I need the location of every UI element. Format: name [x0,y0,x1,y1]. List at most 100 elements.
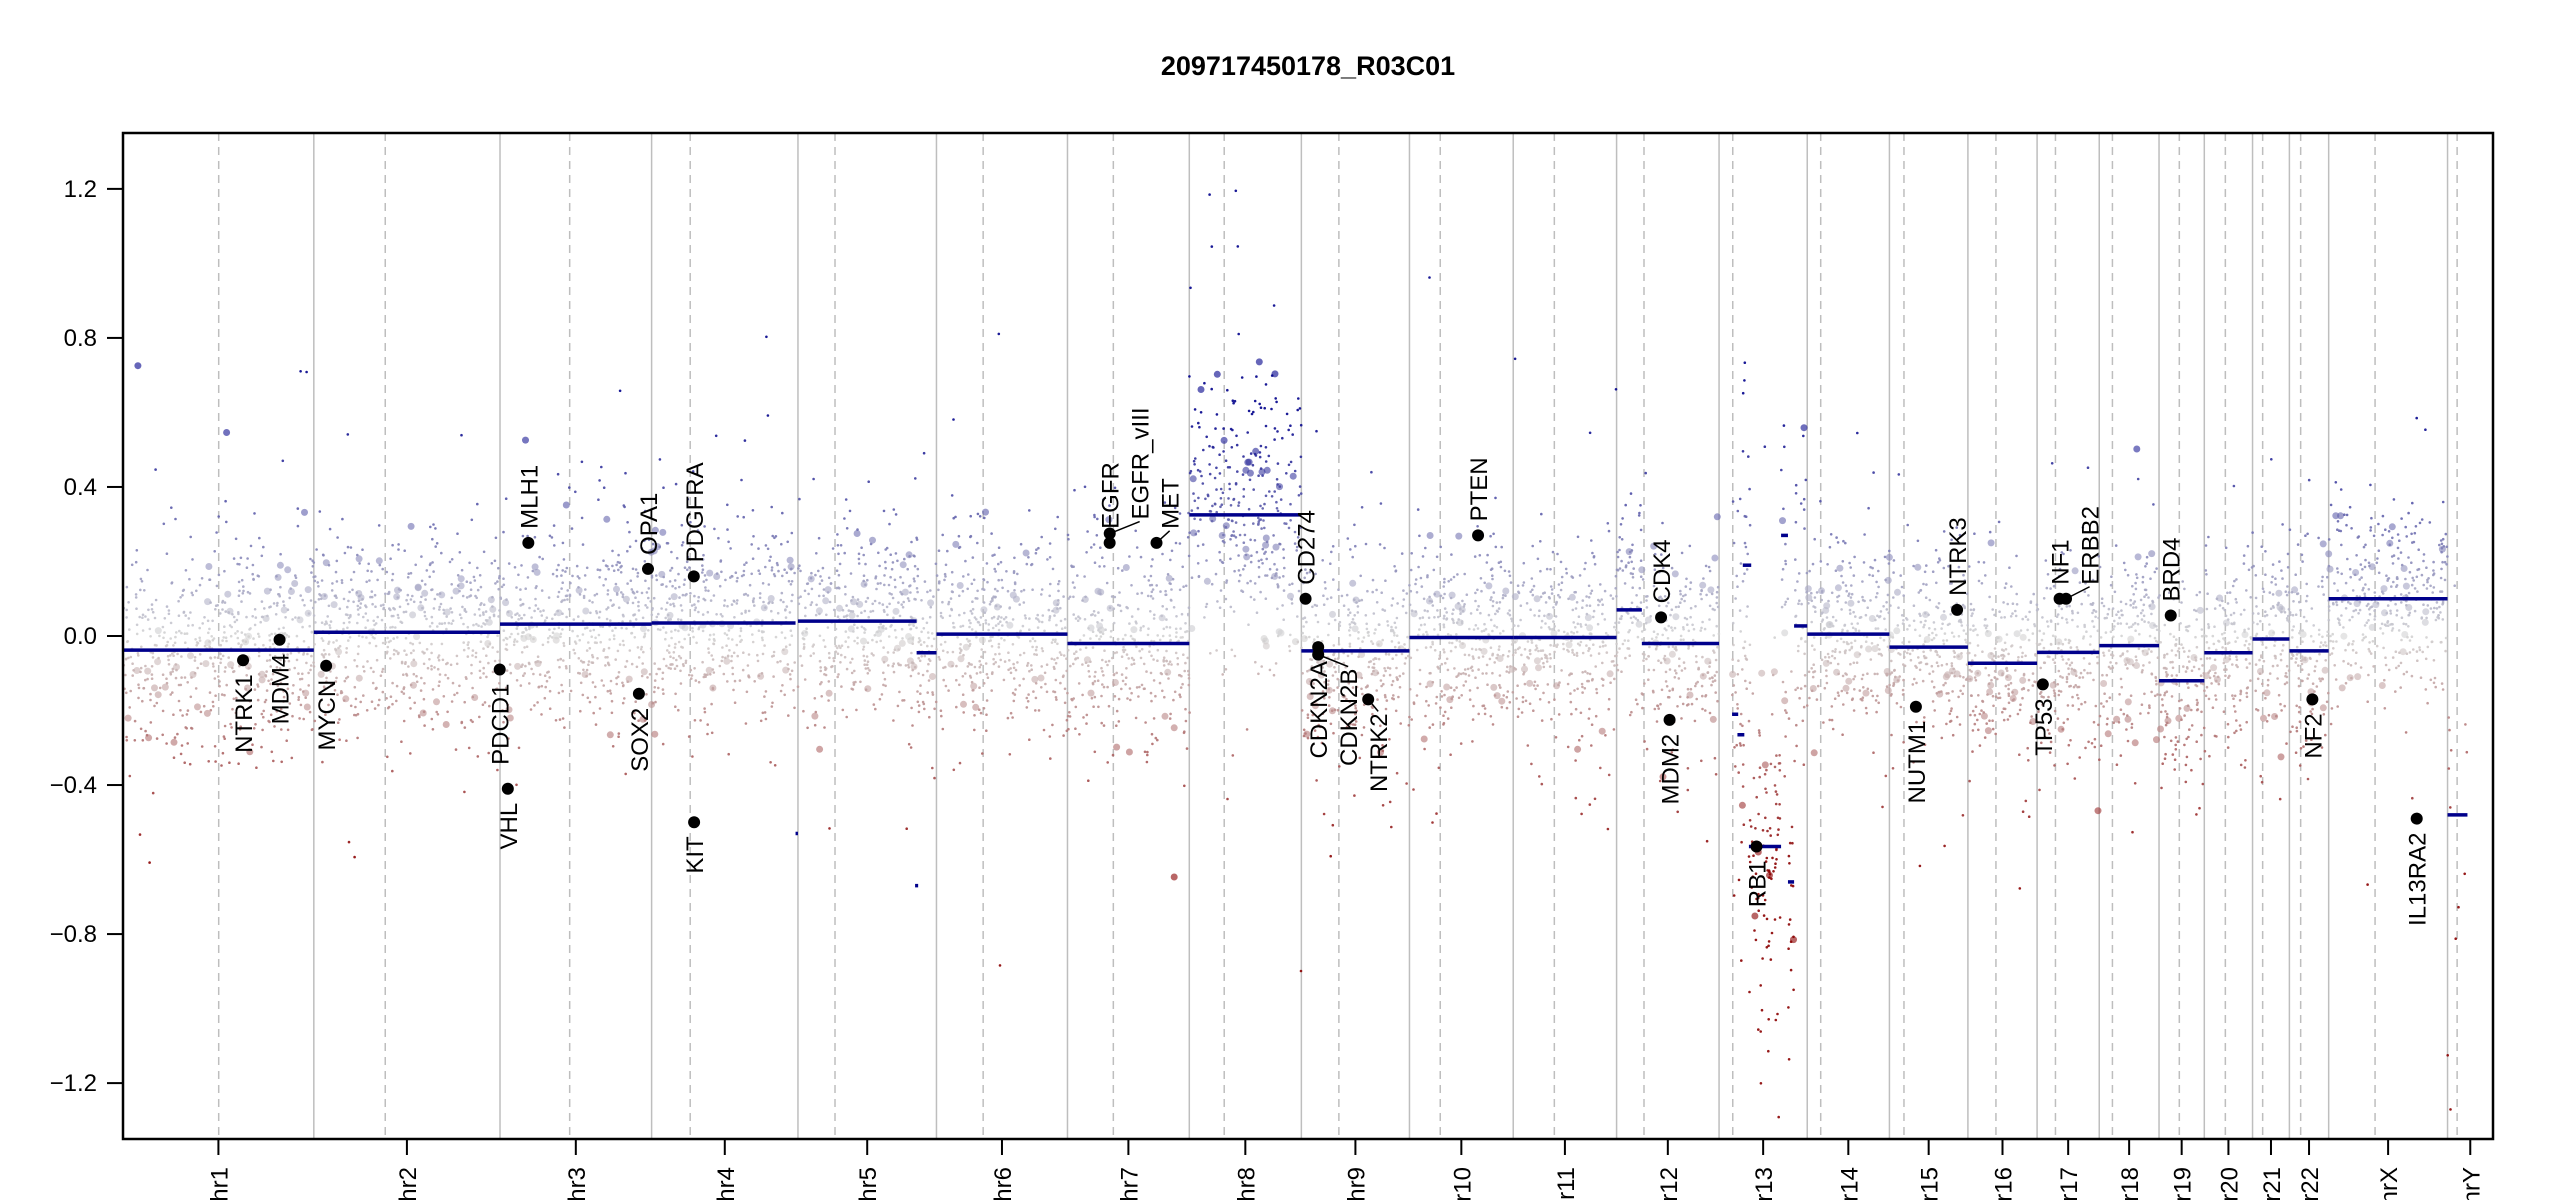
probe-point [1497,607,1501,610]
probe-point [1628,550,1632,554]
probe-point [180,676,183,679]
probe-point [412,649,415,652]
probe-point [1402,672,1405,675]
probe-point [689,668,693,672]
probe-point [334,570,338,574]
probe-point [944,575,947,578]
probe-point [1624,503,1627,507]
probe-point [273,655,277,658]
probe-point [1423,747,1426,751]
probe-point [1123,648,1127,652]
probe-point [680,609,684,612]
probe-point [1477,604,1480,608]
probe-point [1268,567,1272,571]
probe-point [234,632,237,635]
probe-point [404,610,408,614]
probe-point [271,672,275,676]
probe-point [1373,632,1376,635]
probe-point [1461,642,1464,645]
probe-point [374,605,377,608]
probe-point [602,684,605,687]
probe-point [1002,678,1006,682]
probe-point [1381,638,1384,642]
probe-point [372,670,375,674]
probe-point [685,560,689,564]
probe-point [1168,582,1171,585]
probe-point [822,639,825,642]
probe-point [1263,406,1266,410]
probe-point [1169,598,1173,602]
probe-point [1557,713,1561,716]
probe-point [1667,592,1671,596]
probe-point [926,644,929,648]
probe-point [248,699,252,703]
probe-point [180,744,184,747]
probe-point [1014,668,1018,672]
probe-point [943,572,947,576]
probe-point [779,689,783,693]
probe-point [1394,626,1398,629]
probe-point [715,572,719,575]
probe-point [1111,753,1115,757]
probe-point [1576,642,1580,646]
probe-point [408,696,412,700]
probe-point [1516,647,1520,651]
probe-point [553,627,556,631]
probe-point [506,610,510,614]
probe-point [739,627,743,630]
probe-point [1170,588,1173,591]
probe-point [671,663,674,666]
probe-point [871,602,874,606]
probe-point [670,550,673,554]
probe-point [1568,673,1571,677]
probe-point [525,628,528,632]
probe-point [1198,425,1201,429]
probe-point [1506,612,1510,615]
probe-point [812,643,815,646]
probe-point [1384,579,1387,582]
probe-point [1580,734,1584,738]
probe-point [823,666,827,669]
probe-point [1524,699,1528,703]
probe-point [1479,577,1483,580]
probe-point [679,682,683,685]
probe-point [1383,609,1387,612]
probe-point [823,726,826,729]
probe-point [1264,383,1268,386]
probe-point [1261,474,1264,477]
probe-point [1639,504,1642,507]
probe-point [433,597,437,601]
probe-point [976,589,979,593]
probe-point [1553,650,1556,654]
probe-point [1433,628,1436,631]
probe-point [699,719,702,722]
probe-point [1587,647,1591,650]
probe-point [177,683,181,687]
probe-point [1336,677,1339,681]
probe-point [569,689,573,693]
probe-point [753,680,756,683]
probe-point [1381,749,1385,752]
probe-point [1597,652,1601,655]
probe-point [982,707,986,710]
probe-point [975,636,978,639]
probe-point [1282,548,1285,551]
probe-point [958,761,962,765]
probe-point [1583,687,1587,690]
probe-point [909,746,913,749]
probe-point [494,582,497,585]
probe-point [1251,463,1255,467]
probe-point [1275,572,1278,575]
probe-point [1511,691,1515,694]
probe-point [746,664,750,667]
probe-point [1371,642,1375,645]
probe-point [612,603,615,606]
probe-point [322,655,326,659]
probe-point [767,595,775,602]
probe-point [213,550,216,553]
probe-point [497,615,500,618]
probe-point [872,703,876,706]
probe-point [254,723,257,726]
probe-point [434,527,437,530]
probe-point [819,575,822,578]
